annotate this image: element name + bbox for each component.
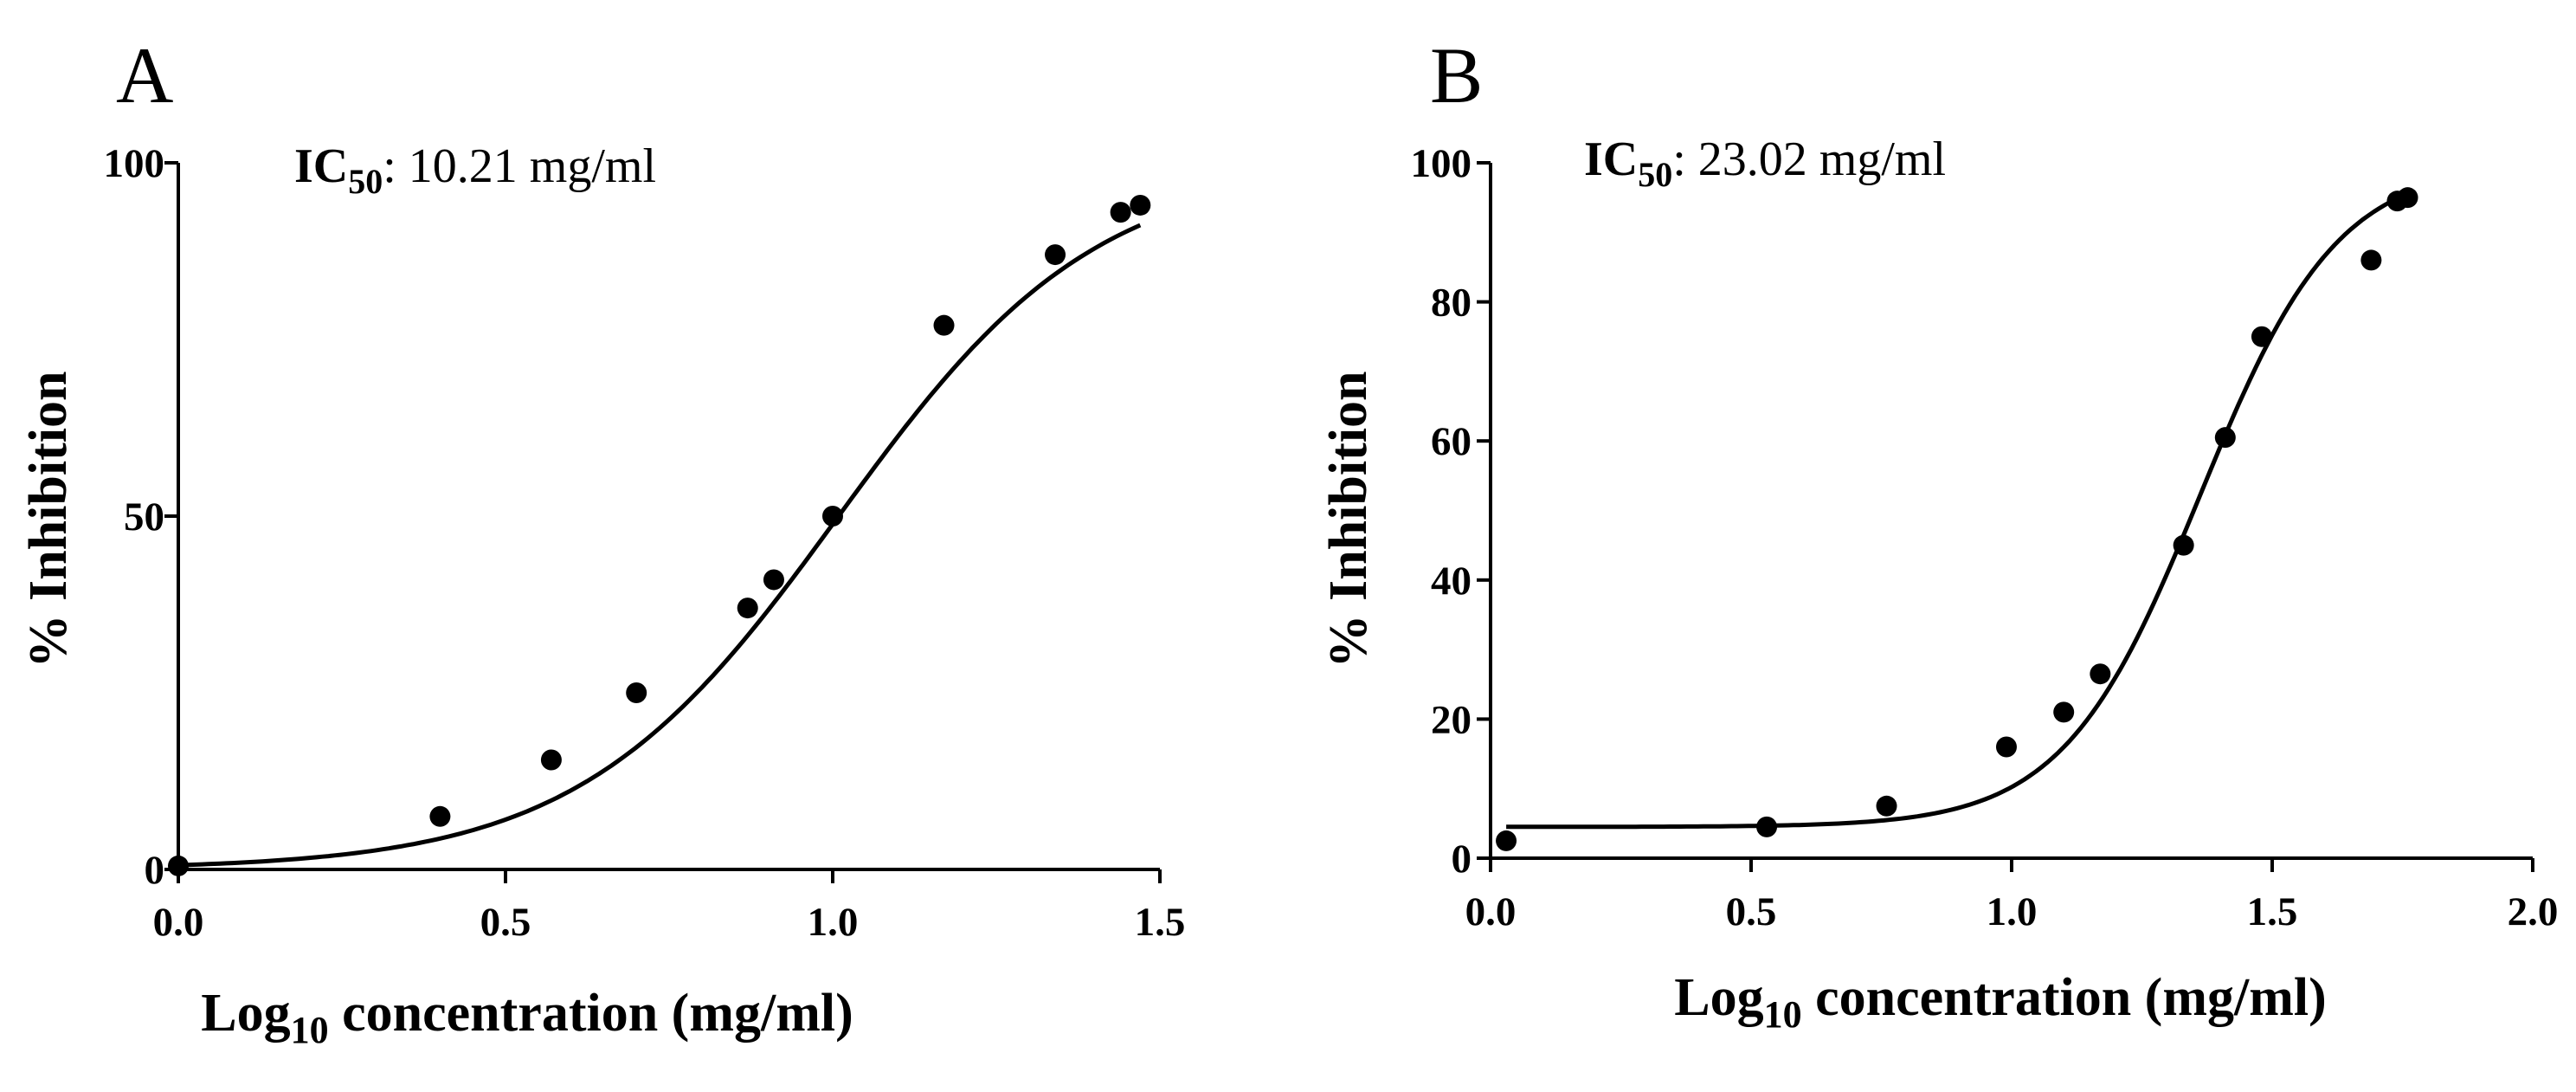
x-tick-label: 1.0 bbox=[1987, 889, 2038, 934]
axes: 0.0 0.5 1.0 1.5 0 50 100 bbox=[104, 141, 1186, 945]
y-tick-label: 0 bbox=[1452, 837, 1472, 882]
data-point bbox=[1756, 816, 1778, 837]
x-axis-label-subscript: 10 bbox=[291, 1009, 329, 1051]
panel-label: A bbox=[116, 31, 173, 120]
y-tick-label: 50 bbox=[124, 494, 164, 540]
ic50-prefix: IC bbox=[1584, 132, 1638, 186]
x-axis-label-suffix: concentration (mg/ml) bbox=[1802, 968, 2327, 1027]
data-point bbox=[1995, 736, 2017, 758]
data-point bbox=[1496, 830, 1517, 851]
x-axis-label-suffix: concentration (mg/ml) bbox=[329, 984, 853, 1043]
x-tick-label: 0.5 bbox=[1726, 889, 1777, 934]
x-tick-label: 1.0 bbox=[808, 900, 859, 945]
data-point bbox=[2397, 187, 2418, 209]
data-point bbox=[1045, 244, 1066, 266]
data-point bbox=[2251, 326, 2272, 347]
data-point bbox=[1876, 795, 1897, 817]
fit-line bbox=[177, 223, 1142, 868]
y-tick-label: 100 bbox=[1411, 141, 1472, 186]
ic50-annotation: IC50: 10.21 mg/ml bbox=[294, 139, 656, 201]
x-tick-label: 1.5 bbox=[1135, 900, 1186, 945]
fit-curve bbox=[1506, 191, 2409, 830]
data-point bbox=[763, 569, 784, 591]
data-point bbox=[168, 855, 189, 876]
x-tick-label: 1.5 bbox=[2247, 889, 2298, 934]
ic50-value: : 23.02 mg/ml bbox=[1672, 132, 1946, 186]
x-tick-label: 0.0 bbox=[153, 900, 204, 945]
y-axis-label: % Inhibition bbox=[1319, 372, 1378, 669]
data-points bbox=[168, 194, 1151, 876]
ic50-annotation: IC50: 23.02 mg/ml bbox=[1584, 132, 1946, 194]
data-point bbox=[2214, 427, 2236, 449]
data-point bbox=[626, 682, 647, 703]
x-axis-label-prefix: Log bbox=[1674, 968, 1763, 1027]
fit-curve bbox=[177, 223, 1142, 868]
panel-label: B bbox=[1430, 31, 1483, 120]
y-tick-label: 20 bbox=[1431, 697, 1472, 742]
x-axis-label-subscript: 10 bbox=[1764, 993, 1802, 1036]
data-point bbox=[2090, 663, 2111, 685]
x-tick-label: 2.0 bbox=[2508, 889, 2559, 934]
y-tick-label: 80 bbox=[1431, 281, 1472, 326]
x-axis-label: Log10 concentration (mg/ml) bbox=[201, 984, 853, 1051]
y-axis-label: % Inhibition bbox=[19, 372, 78, 669]
chart-panel-b: B IC50: 23.02 mg/ml 0.0 0.5 1.0 1.5 2.0 0 20 40… bbox=[1319, 31, 2558, 1036]
data-point bbox=[737, 598, 758, 619]
data-point bbox=[2053, 701, 2075, 723]
data-point bbox=[2173, 534, 2194, 556]
y-tick-label: 0 bbox=[145, 848, 165, 893]
data-point bbox=[822, 506, 843, 527]
data-point bbox=[1130, 194, 1151, 216]
data-points bbox=[1496, 187, 2418, 851]
x-tick-label: 0.5 bbox=[480, 900, 531, 945]
ic50-subscript: 50 bbox=[348, 162, 383, 201]
data-point bbox=[933, 314, 955, 336]
data-point bbox=[540, 749, 562, 771]
axes: 0.0 0.5 1.0 1.5 2.0 0 20 40 60 80 100 bbox=[1411, 141, 2559, 934]
ic50-subscript: 50 bbox=[1638, 155, 1672, 194]
y-tick-label: 40 bbox=[1431, 559, 1472, 604]
data-point bbox=[429, 805, 451, 827]
data-point bbox=[2360, 249, 2382, 271]
ic50-value: : 10.21 mg/ml bbox=[383, 139, 656, 193]
x-axis-label: Log10 concentration (mg/ml) bbox=[1674, 968, 2326, 1036]
x-axis-label-prefix: Log bbox=[201, 984, 290, 1043]
ic50-prefix: IC bbox=[294, 139, 348, 193]
fit-line bbox=[1506, 191, 2409, 830]
x-tick-label: 0.0 bbox=[1465, 889, 1517, 934]
data-point bbox=[1110, 202, 1131, 223]
y-tick-label: 60 bbox=[1431, 419, 1472, 464]
y-tick-label: 100 bbox=[104, 141, 165, 186]
